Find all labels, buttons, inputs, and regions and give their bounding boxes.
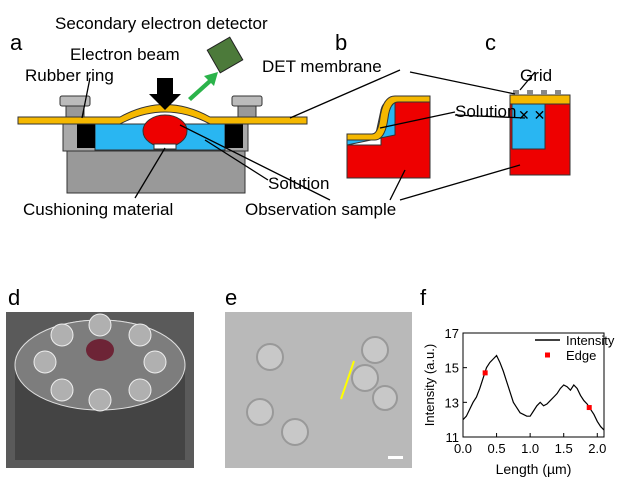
- label: Rubber ring: [25, 66, 114, 85]
- panel-label: e: [225, 285, 237, 310]
- label: Electron beam: [70, 45, 180, 64]
- photo-e: [225, 312, 412, 468]
- label: Solution: [268, 174, 329, 193]
- label: Cushioning material: [23, 200, 173, 219]
- panel-label: b: [335, 30, 347, 55]
- point: [587, 405, 592, 410]
- x-tick-label: 0.5: [488, 441, 506, 456]
- label: Solution: [455, 102, 516, 121]
- legend-label: Edge: [566, 348, 596, 363]
- diagram-b: [347, 96, 430, 178]
- line: [463, 356, 604, 431]
- x-tick-label: 2.0: [588, 441, 606, 456]
- x-tick-label: 1.0: [521, 441, 539, 456]
- legend-label: Intensity: [566, 333, 615, 348]
- y-tick-label: 13: [445, 395, 459, 410]
- figure: ✕ ✕ a b c d e f Secondary electron detec…: [0, 0, 622, 489]
- diagram-c: ✕ ✕: [510, 90, 570, 175]
- x-axis-label: Length (µm): [496, 461, 572, 477]
- svg-text:✕ ✕: ✕ ✕: [518, 107, 545, 123]
- y-tick-label: 17: [445, 326, 459, 341]
- point: [483, 370, 488, 375]
- label: Observation sample: [245, 200, 396, 219]
- label: Grid: [520, 66, 552, 85]
- y-tick-label: 11: [446, 430, 460, 445]
- photo-d: [6, 312, 194, 468]
- label: Secondary electron detector: [55, 14, 268, 33]
- x-tick-label: 1.5: [555, 441, 573, 456]
- panel-label: f: [420, 285, 427, 310]
- panel-label: a: [10, 30, 23, 55]
- label: DET membrane: [262, 57, 382, 76]
- y-tick-label: 15: [445, 361, 459, 376]
- legend-swatch: [545, 353, 550, 358]
- panel-label: c: [485, 30, 496, 55]
- panel-label: d: [8, 285, 20, 310]
- y-axis-label: Intensity (a.u.): [422, 344, 437, 426]
